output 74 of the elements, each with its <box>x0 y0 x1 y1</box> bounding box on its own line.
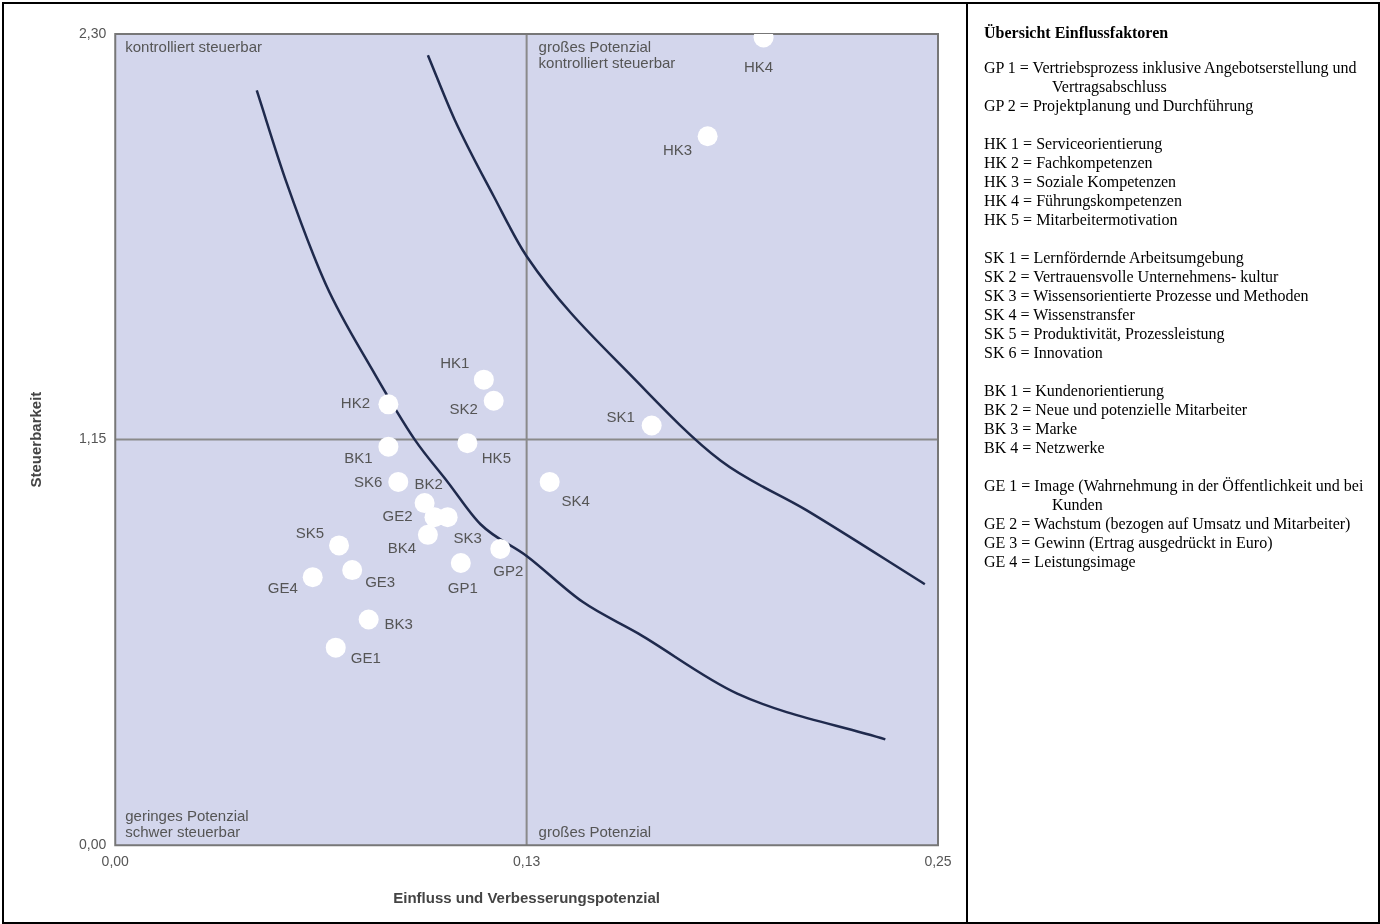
text: SK 1 = Lernfördernde Arbeitsumgebung <box>984 248 1245 267</box>
annotation: kontrolliert steuerbar <box>125 38 262 56</box>
point <box>697 126 718 147</box>
annotation: GE1 <box>350 648 381 666</box>
annotation: SK2 <box>449 399 478 417</box>
x-axis-title: Einfluss und Verbesserungspotenzial <box>393 889 660 907</box>
annotation: GP1 <box>447 579 478 597</box>
text: HK 4 = Führungskompetenzen <box>984 191 1183 210</box>
y-tick-label: 1,15 <box>79 430 107 447</box>
text: SK 6 = Innovation <box>984 343 1104 362</box>
point <box>641 415 662 436</box>
y-tick-label: 2,30 <box>79 24 107 41</box>
text: GE 4 = Leistungsimage <box>984 552 1137 571</box>
x-tick-label: 0,25 <box>924 853 952 870</box>
annotation: SK1 <box>606 407 635 425</box>
text: GP 2 = Projektplanung und Durchführung <box>984 96 1255 115</box>
text: BK 1 = Kundenorientierung <box>984 381 1166 400</box>
point <box>457 433 478 454</box>
annotation: SK6 <box>354 473 383 491</box>
point <box>450 553 471 574</box>
text: SK 5 = Produktivität, Prozessleistung <box>984 324 1226 343</box>
point <box>342 560 363 581</box>
point <box>388 471 409 492</box>
annotation: SK3 <box>453 529 482 547</box>
annotation: GE3 <box>365 573 396 591</box>
text: SK 3 = Wissensorientierte Prozesse und Methoden <box>984 286 1310 305</box>
annotation: HK1 <box>440 353 470 371</box>
text: SK 2 = Vertrauensvolle Unternehmens- kultur <box>984 267 1280 286</box>
annotation: SK5 <box>295 523 325 541</box>
point <box>329 535 350 556</box>
annotation: HK5 <box>481 449 511 467</box>
annotation: geringes Potenzial schwer steuerbar <box>125 807 249 841</box>
text: BK 4 = Netzwerke <box>984 438 1106 457</box>
annotation: BK4 <box>387 538 417 556</box>
text: BK 3 = Marke <box>984 419 1078 438</box>
text: HK 3 = Soziale Kompetenzen <box>984 172 1178 191</box>
text: GP 1 = Vertriebsprozess inklusive Angebotserstellung und Vertragsabschluss <box>984 58 1358 96</box>
point <box>417 524 438 545</box>
annotation: GE2 <box>382 507 413 525</box>
annotation: GP2 <box>493 562 524 580</box>
text: GE 1 = Image (Wahrnehmung in der Öffentlichkeit und bei Kunden <box>984 476 1365 514</box>
text: Übersicht Einflussfaktoren <box>984 24 1170 42</box>
annotation: GE4 <box>267 579 298 597</box>
y-tick-label: 0,00 <box>79 836 107 853</box>
text: HK 2 = Fachkompetenzen <box>984 153 1154 172</box>
point <box>325 637 346 658</box>
line-series <box>255 89 887 741</box>
point <box>539 471 560 492</box>
text: SK 4 = Wissenstransfer <box>984 305 1136 324</box>
point <box>378 436 399 457</box>
annotation: BK1 <box>344 448 373 466</box>
point <box>358 609 379 630</box>
y-axis-title: Steuerbarkeit <box>27 391 45 488</box>
annotation: BK3 <box>384 614 413 632</box>
annotation: HK3 <box>663 141 693 159</box>
point <box>302 567 323 588</box>
point <box>490 538 511 559</box>
point <box>473 369 494 390</box>
annotation: SK4 <box>561 492 590 510</box>
text: HK 1 = Serviceorientierung <box>984 134 1164 153</box>
annotation: großes Potenzial kontrolliert steuerbar <box>538 38 676 72</box>
annotation: BK2 <box>414 475 443 493</box>
point <box>414 493 435 514</box>
x-tick-label: 0,00 <box>101 853 130 870</box>
x-tick-label: 0,13 <box>513 853 541 870</box>
point <box>483 390 504 411</box>
point <box>378 394 399 415</box>
annotation: großes Potenzial <box>538 823 652 841</box>
text: GE 2 = Wachstum (bezogen auf Umsatz und Mitarbeiter) <box>984 514 1352 533</box>
text: HK 5 = Mitarbeitermotivation <box>984 210 1179 229</box>
annotation: HK4 <box>743 57 774 75</box>
annotation: HK2 <box>340 394 370 412</box>
text: BK 2 = Neue und potenzielle Mitarbeiter <box>984 400 1249 419</box>
text: GE 3 = Gewinn (Ertrag ausgedrückt in Euro) <box>984 533 1274 552</box>
